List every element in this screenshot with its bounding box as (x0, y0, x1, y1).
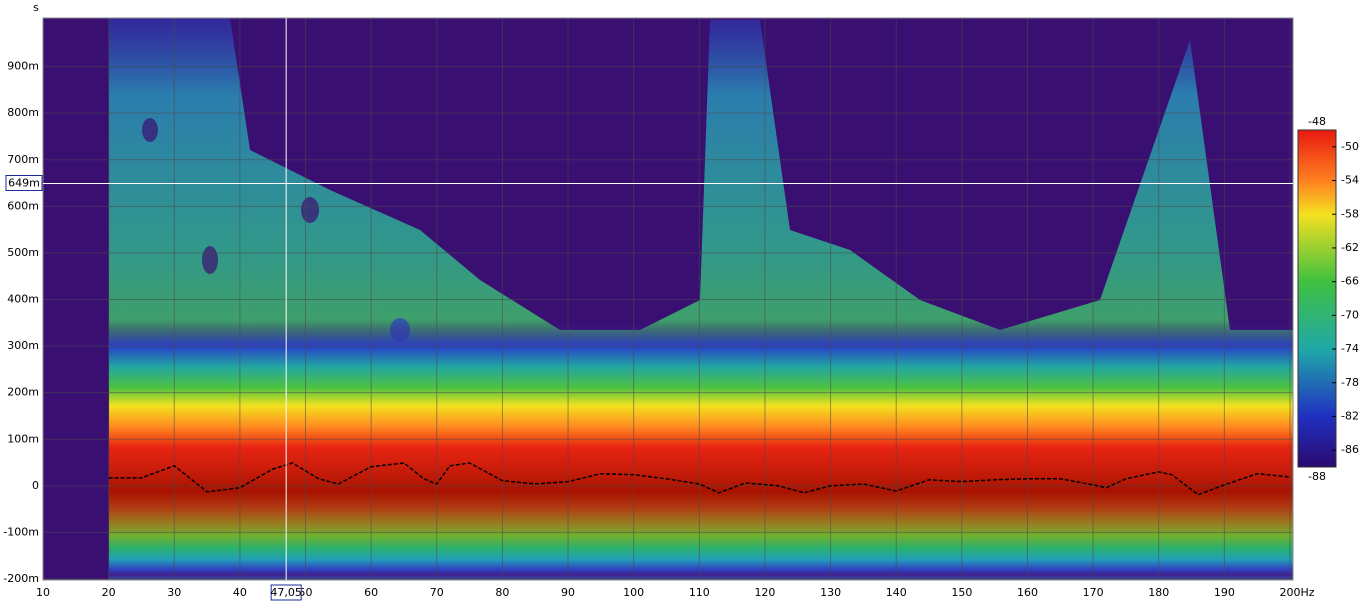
colorbar (1297, 129, 1337, 468)
colorbar-label: -82 (1341, 409, 1359, 422)
energy-band (109, 320, 1293, 580)
y-tick-label: 700m (7, 153, 39, 166)
x-tick-label: 190 (1214, 586, 1235, 599)
blob (202, 246, 218, 274)
x-tick-label: 180 (1148, 586, 1169, 599)
x-tick-label: 60 (364, 586, 378, 599)
blob (301, 197, 319, 223)
x-tick-label: 20 (102, 586, 116, 599)
colorbar-label: -58 (1341, 207, 1359, 220)
x-tick-label: 80 (495, 586, 509, 599)
y-tick-label: 0 (32, 479, 39, 492)
x-tick-label: 170 (1083, 586, 1104, 599)
colorbar-label: -50 (1341, 140, 1359, 153)
y-tick-label: 300m (7, 339, 39, 352)
x-tick-label: 200 (1280, 586, 1301, 599)
colorbar-label: -86 (1341, 443, 1359, 456)
blob (142, 118, 158, 142)
x-tick-label: 40 (233, 586, 247, 599)
x-unit: Hz (1301, 586, 1315, 599)
y-tick-label: 400m (7, 293, 39, 306)
x-tick-label: 70 (430, 586, 444, 599)
x-tick-label: 110 (689, 586, 710, 599)
peak-curve (108, 462, 1291, 496)
cursor-y-box (5, 175, 43, 192)
x-tick-label: 130 (820, 586, 841, 599)
x-tick-label: 30 (167, 586, 181, 599)
y-tick-label: 500m (7, 246, 39, 259)
y-tick-label: -200m (3, 572, 39, 585)
colorbar-label: -78 (1341, 376, 1359, 389)
colorbar-label: -48 (1308, 115, 1326, 128)
y-tick-label: 200m (7, 386, 39, 399)
plot-frame (42, 17, 1294, 581)
colorbar-label: -74 (1341, 342, 1359, 355)
x-tick-label: 150 (951, 586, 972, 599)
cursor-x-label: 47,05 (270, 586, 302, 599)
heatmap (109, 18, 1293, 580)
x-tick-label: 160 (1017, 586, 1038, 599)
x-tick-label: 140 (886, 586, 907, 599)
cursor-x-box (270, 584, 302, 601)
x-tick-label: 100 (623, 586, 644, 599)
x-tick-label: 50 (299, 586, 313, 599)
colorbar-label: -54 (1341, 174, 1359, 187)
colorbar-label: -70 (1341, 308, 1359, 321)
x-tick-label: 10 (36, 586, 50, 599)
colorbar-label: -62 (1341, 241, 1359, 254)
y-tick-label: 100m (7, 432, 39, 445)
x-tick-label: 120 (754, 586, 775, 599)
cursor-y-label: 649m (8, 177, 40, 190)
y-tick-label: -100m (3, 525, 39, 538)
x-tick-label: 90 (561, 586, 575, 599)
colorbar-label: -88 (1308, 470, 1326, 483)
energy-mass (109, 18, 1293, 400)
y-unit: s (33, 1, 39, 14)
colorbar-label: -66 (1341, 275, 1359, 288)
y-tick-label: 900m (7, 60, 39, 73)
y-tick-label: 800m (7, 106, 39, 119)
y-tick-label: 600m (7, 199, 39, 212)
